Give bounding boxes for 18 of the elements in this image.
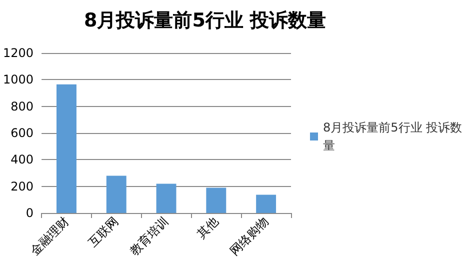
y-tick-label: 200 [10, 179, 34, 194]
y-tick-label: 1000 [2, 72, 34, 87]
chart-title: 8月投诉量前5行业 投诉数量 [84, 10, 326, 32]
x-tick-label: 网络购物 [227, 214, 272, 258]
y-tick-label: 400 [10, 152, 34, 167]
y-tick-label: 1200 [2, 46, 34, 60]
bar [256, 194, 276, 213]
x-tick-label: 教育培训 [127, 214, 172, 258]
legend-label: 8月投诉量前5行业 投诉数量 [323, 120, 462, 152]
bar [106, 176, 126, 213]
bar [206, 188, 226, 213]
y-tick-label: 800 [10, 99, 34, 114]
x-tick-label: 其他 [194, 214, 222, 241]
y-tick-label: 0 [26, 206, 34, 220]
x-tick-label: 互联网 [86, 214, 122, 250]
y-tick-label: 600 [10, 126, 34, 140]
bar [56, 84, 76, 213]
bar [156, 184, 176, 213]
